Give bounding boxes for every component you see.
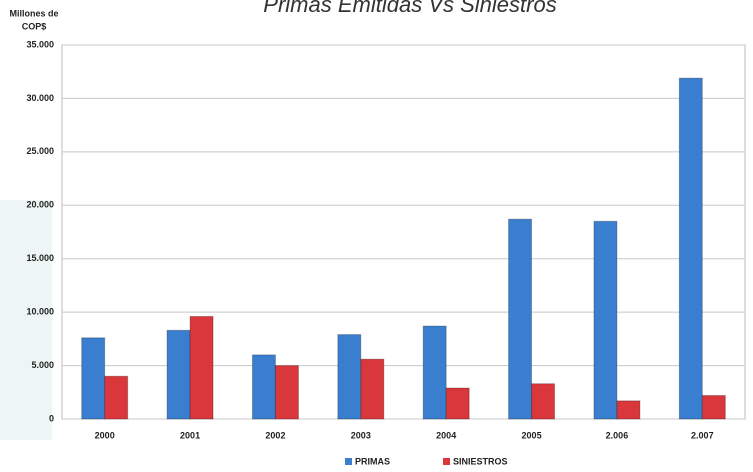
x-tick-label: 2004 <box>436 430 456 440</box>
y-tick-label: 0 <box>49 413 54 423</box>
bar <box>678 77 703 420</box>
y-tick-label: 20.000 <box>26 200 54 210</box>
bar <box>274 365 299 420</box>
x-tick-label: 2002 <box>265 430 285 440</box>
y-tick-label: 25.000 <box>26 146 54 156</box>
x-tick-label: 2.006 <box>606 430 629 440</box>
y-tick-label: 35.000 <box>26 39 54 49</box>
bar <box>337 334 362 420</box>
x-tick-label: 2000 <box>95 430 115 440</box>
bar <box>360 358 385 420</box>
legend-label: PRIMAS <box>355 456 390 466</box>
bar <box>81 337 106 420</box>
y-tick-label: 5.000 <box>31 360 54 370</box>
legend-label: SINIESTROS <box>453 456 508 466</box>
bar <box>508 218 533 420</box>
bar <box>189 315 214 420</box>
bar <box>616 400 641 420</box>
chart-title: Primas Emitidas Vs Siniestros <box>263 0 556 17</box>
plot-area <box>61 44 746 420</box>
bar <box>422 325 447 420</box>
bar <box>531 383 556 420</box>
bar <box>445 387 470 420</box>
x-tick-label: 2001 <box>180 430 200 440</box>
y-axis-label: Millones de <box>9 8 58 18</box>
x-tick-label: 2003 <box>351 430 371 440</box>
bar <box>701 394 726 420</box>
y-tick-label: 30.000 <box>26 93 54 103</box>
y-tick-label: 10.000 <box>26 307 54 317</box>
bar <box>166 329 191 420</box>
y-axis-label: COP$ <box>22 21 47 31</box>
bar <box>251 354 276 420</box>
x-tick-label: 2005 <box>522 430 542 440</box>
legend-swatch <box>345 458 352 465</box>
side-panel <box>0 200 52 440</box>
legend-swatch <box>443 458 450 465</box>
x-tick-label: 2.007 <box>691 430 714 440</box>
bar <box>593 220 618 420</box>
bar <box>104 375 129 420</box>
y-tick-label: 15.000 <box>26 253 54 263</box>
